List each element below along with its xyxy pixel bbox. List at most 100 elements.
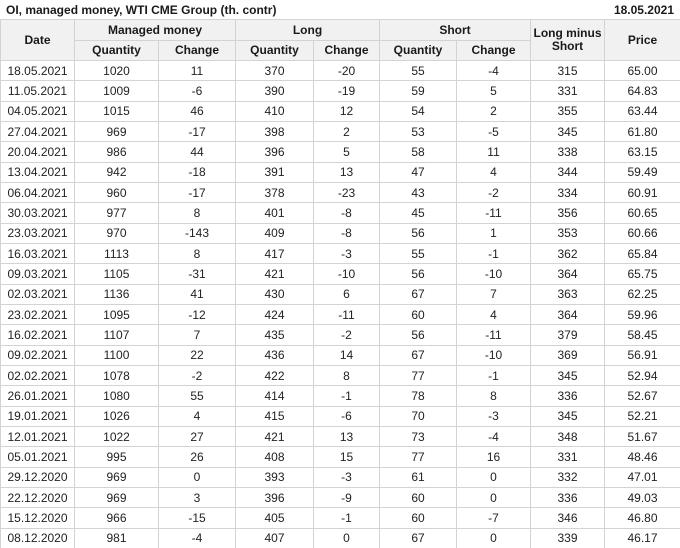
short-quantity-cell: 56: [379, 324, 458, 346]
managed-money-change-cell: -31: [158, 263, 236, 285]
price-cell: 46.17: [604, 527, 680, 548]
price-cell: 51.67: [604, 425, 680, 448]
table-row: 23.03.2021 970 -143 409 -8 56 1 353 60.66: [0, 222, 680, 244]
managed-money-change-cell: 26: [158, 446, 236, 468]
managed-money-quantity-cell: 1100: [74, 344, 159, 366]
managed-money-quantity-cell: 1026: [74, 405, 159, 427]
managed-money-quantity-cell: 969: [74, 120, 159, 143]
short-quantity-cell: 53: [379, 120, 458, 143]
short-quantity-cell: 77: [379, 364, 458, 387]
managed-money-change-cell: -15: [158, 507, 236, 529]
col-header-managed-money: Managed money: [74, 19, 236, 41]
managed-money-change-cell: 4: [158, 405, 236, 427]
long-change-cell: -3: [312, 242, 381, 265]
short-change-cell: 2: [456, 100, 532, 122]
col-header-price: Price: [604, 19, 680, 61]
price-cell: 49.03: [604, 486, 680, 509]
long-change-cell: -6: [312, 405, 381, 427]
short-quantity-cell: 45: [379, 202, 458, 224]
price-cell: 63.15: [604, 141, 680, 163]
long-change-cell: -19: [312, 80, 381, 102]
long-change-cell: -10: [312, 263, 381, 285]
table-row: 13.04.2021 942 -18 391 13 47 4 344 59.49: [0, 161, 680, 183]
managed-money-change-cell: 7: [158, 324, 236, 346]
long-minus-short-cell: 336: [530, 486, 606, 509]
long-change-cell: 5: [312, 141, 381, 163]
long-quantity-cell: 430: [235, 283, 314, 305]
short-quantity-cell: 54: [379, 100, 458, 122]
managed-money-change-cell: -6: [158, 80, 236, 102]
long-change-cell: 0: [312, 527, 381, 548]
managed-money-change-cell: -18: [158, 161, 236, 183]
col-header-short: Short: [379, 19, 532, 41]
long-minus-short-cell: 353: [530, 222, 606, 244]
managed-money-change-cell: 41: [158, 283, 236, 305]
date-cell: 09.02.2021: [0, 344, 75, 366]
price-cell: 52.67: [604, 385, 680, 407]
managed-money-change-cell: -17: [158, 120, 236, 143]
price-cell: 60.65: [604, 202, 680, 224]
long-minus-short-cell: 315: [530, 59, 606, 82]
managed-money-quantity-cell: 1080: [74, 385, 159, 407]
oi-table: Date Managed money Long Short Long minus…: [0, 19, 680, 548]
managed-money-change-cell: 11: [158, 59, 236, 82]
price-cell: 64.83: [604, 80, 680, 102]
managed-money-change-cell: -2: [158, 364, 236, 387]
short-quantity-cell: 67: [379, 527, 458, 548]
date-cell: 05.01.2021: [0, 446, 75, 468]
price-cell: 47.01: [604, 466, 680, 488]
managed-money-change-cell: 0: [158, 466, 236, 488]
title-bar: OI, managed money, WTI CME Group (th. co…: [0, 0, 680, 19]
price-cell: 48.46: [604, 446, 680, 468]
price-cell: 52.94: [604, 364, 680, 387]
managed-money-quantity-cell: 1136: [74, 283, 159, 305]
managed-money-quantity-cell: 1015: [74, 100, 159, 122]
managed-money-change-cell: 3: [158, 486, 236, 509]
managed-money-quantity-cell: 1020: [74, 59, 159, 82]
long-minus-short-cell: 332: [530, 466, 606, 488]
long-change-cell: 13: [312, 161, 381, 183]
table-row: 09.03.2021 1105 -31 421 -10 56 -10 364 65.75: [0, 263, 680, 285]
managed-money-change-cell: -143: [158, 222, 236, 244]
short-change-cell: -3: [456, 405, 532, 427]
long-minus-short-cell: 345: [530, 405, 606, 427]
date-cell: 09.03.2021: [0, 263, 75, 285]
long-minus-short-cell: 356: [530, 202, 606, 224]
short-change-cell: 8: [456, 385, 532, 407]
long-quantity-cell: 390: [235, 80, 314, 102]
short-change-cell: 4: [456, 161, 532, 183]
table-row: 11.05.2021 1009 -6 390 -19 59 5 331 64.83: [0, 80, 680, 102]
header-group-row: Date Managed money Long Short Long minus…: [0, 19, 680, 61]
long-quantity-cell: 396: [235, 486, 314, 509]
long-quantity-cell: 436: [235, 344, 314, 366]
long-change-cell: 2: [312, 120, 381, 143]
short-change-cell: -11: [456, 202, 532, 224]
long-minus-short-cell: 334: [530, 181, 606, 204]
date-cell: 15.12.2020: [0, 507, 75, 529]
long-quantity-cell: 422: [235, 364, 314, 387]
managed-money-quantity-cell: 1105: [74, 263, 159, 285]
table-row: 29.12.2020 969 0 393 -3 61 0 332 47.01: [0, 466, 680, 488]
short-quantity-cell: 59: [379, 80, 458, 102]
managed-money-quantity-cell: 1107: [74, 324, 159, 346]
short-quantity-cell: 58: [379, 141, 458, 163]
long-quantity-cell: 398: [235, 120, 314, 143]
short-quantity-cell: 77: [379, 446, 458, 468]
short-change-cell: -10: [456, 344, 532, 366]
short-change-cell: 0: [456, 527, 532, 548]
long-minus-short-cell: 348: [530, 425, 606, 448]
short-change-cell: 4: [456, 303, 532, 326]
short-quantity-cell: 60: [379, 303, 458, 326]
table-row: 02.02.2021 1078 -2 422 8 77 -1 345 52.94: [0, 364, 680, 387]
long-minus-short-cell: 364: [530, 303, 606, 326]
long-change-cell: 13: [312, 425, 381, 448]
managed-money-quantity-cell: 942: [74, 161, 159, 183]
price-cell: 60.91: [604, 181, 680, 204]
price-cell: 60.66: [604, 222, 680, 244]
price-cell: 65.00: [604, 59, 680, 82]
managed-money-quantity-cell: 1009: [74, 80, 159, 102]
managed-money-quantity-cell: 970: [74, 222, 159, 244]
table-row: 08.12.2020 981 -4 407 0 67 0 339 46.17: [0, 527, 680, 548]
managed-money-quantity-cell: 969: [74, 486, 159, 509]
short-change-cell: -5: [456, 120, 532, 143]
